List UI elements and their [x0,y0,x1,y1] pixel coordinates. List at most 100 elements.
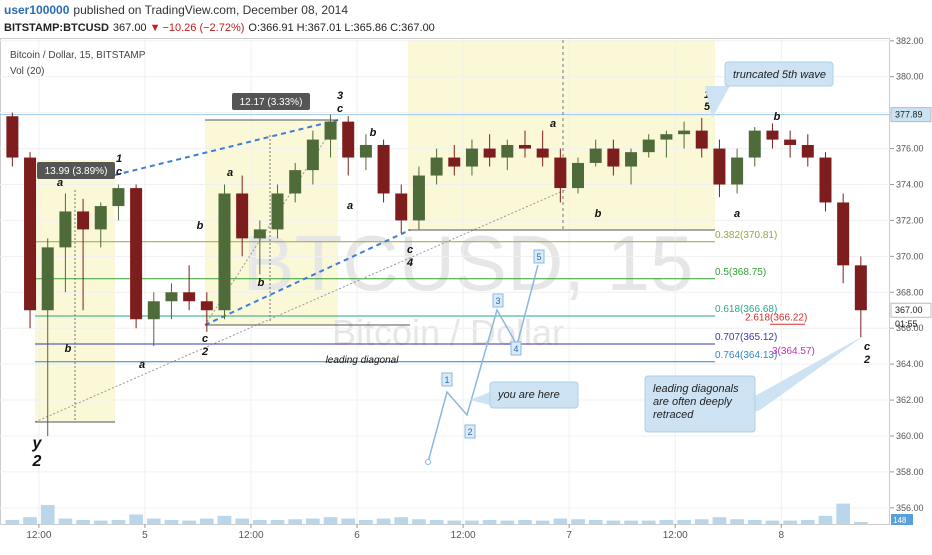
volume-bar [465,520,479,524]
x-tick-label: 12:00 [663,530,688,541]
candle-body [147,301,160,320]
candle-body [324,121,337,140]
chart-title: Bitcoin / Dollar, 15, BITSTAMP [10,50,146,61]
wave-label: 5 [704,101,711,113]
volume-bar [146,518,161,524]
wave-label: 2 [863,354,870,366]
callout-pointer [705,86,730,118]
volume-bar [235,518,250,524]
candle-body [518,144,531,149]
user[interactable]: user100000 [4,3,70,17]
measure-box [232,93,310,110]
volume-bar [341,518,356,524]
ext-label: 3(364.57) [772,346,815,357]
candle-body [483,148,496,158]
y-tick-label: 380.00 [896,72,924,82]
y-tick-label: 366.00 [896,323,924,333]
candle-body [94,206,107,230]
candle-body [183,292,196,302]
y-tick-label: 362.00 [896,395,924,405]
callout-box [644,375,756,433]
volume-bar [129,514,143,524]
change: −10.26 (−2.72%) [162,22,244,34]
volume-bar [93,520,108,524]
callout-text: you are here [497,389,560,401]
candle-body [253,229,266,239]
wave-label: b [258,277,265,289]
x-tick-label: 6 [354,530,360,541]
price: 367.00 [113,22,147,34]
x-tick-label: 8 [779,530,785,541]
wave-start [425,459,431,465]
wave-label: a [550,118,556,130]
wave-path [427,264,539,463]
y-tick-label: 376.00 [896,144,924,154]
candle-body [165,292,178,302]
callout-text: leading diagonals [653,383,739,395]
candle-body [678,130,691,135]
candle-body [289,170,302,194]
volume-bar [783,520,797,524]
measure-label: 13.99 (3.89%) [45,166,108,177]
volume-bar [518,519,532,524]
candle-body [412,175,425,221]
y-tick-label: 372.00 [896,215,924,225]
volume-bar [535,520,550,524]
ohlc: C:367.00 [390,22,435,34]
price-badge [890,302,932,318]
callout-text: are often deeply [653,396,733,408]
candle-body [24,157,37,311]
volume-bar [199,518,214,524]
volume-bar [359,519,373,524]
measure-label: 12.17 (3.33%) [240,97,303,108]
symbol-line: BITSTAMP:BTCUSD 367.00 ▼ −10.26 (−2.72%) O:3… [4,22,435,34]
candle-body [59,211,72,248]
volume-bar [447,520,462,524]
volume-bar [164,519,179,524]
candle-body [236,193,249,239]
wave-label: c [202,333,208,345]
candle-body [536,148,549,158]
volume-bar [253,519,267,524]
candle-body [625,152,638,167]
y-tick-label: 368.00 [896,287,924,297]
volume-bar [677,519,691,524]
callout-box [489,381,579,409]
volume-bar [270,519,285,524]
wave-label: 4 [406,257,413,269]
candle-body [430,157,443,176]
volume-bar [818,515,833,524]
candle-body [713,148,726,185]
y-tick-label: 364.00 [896,359,924,369]
candle-body [695,130,708,149]
pane-border [0,38,890,525]
ext-label: 2.618(366.22) [745,312,807,323]
x-tick-label: 7 [566,530,572,541]
measure-box [37,162,115,179]
wave-label: b [774,111,781,123]
trend-line [204,229,411,326]
candle-body [766,130,779,140]
callout-box [724,61,834,87]
wave-box-label: 5 [536,252,541,262]
trend-line [114,119,339,176]
wave-box [492,293,504,308]
volume-bar [288,519,303,524]
volume-bar [5,519,20,524]
volume-bar [588,519,603,524]
price-badge-label: 367.00 [895,305,923,315]
wave-box-label: 4 [513,344,518,354]
arrow: ▼ [150,22,161,34]
header-line: user100000 published on TradingView.com, … [4,3,348,17]
trend-line [34,189,566,423]
wave-label: a [347,200,353,212]
candle-body [130,188,143,320]
fib-label: 0.707(365.12) [715,332,777,343]
volume-bar [853,521,868,524]
volume-bar [323,517,338,524]
wave-label: a [734,208,740,220]
wave-label: leading diagonal [326,355,400,366]
price-badge-label: 377.89 [895,110,923,120]
volume-bar [111,519,126,524]
